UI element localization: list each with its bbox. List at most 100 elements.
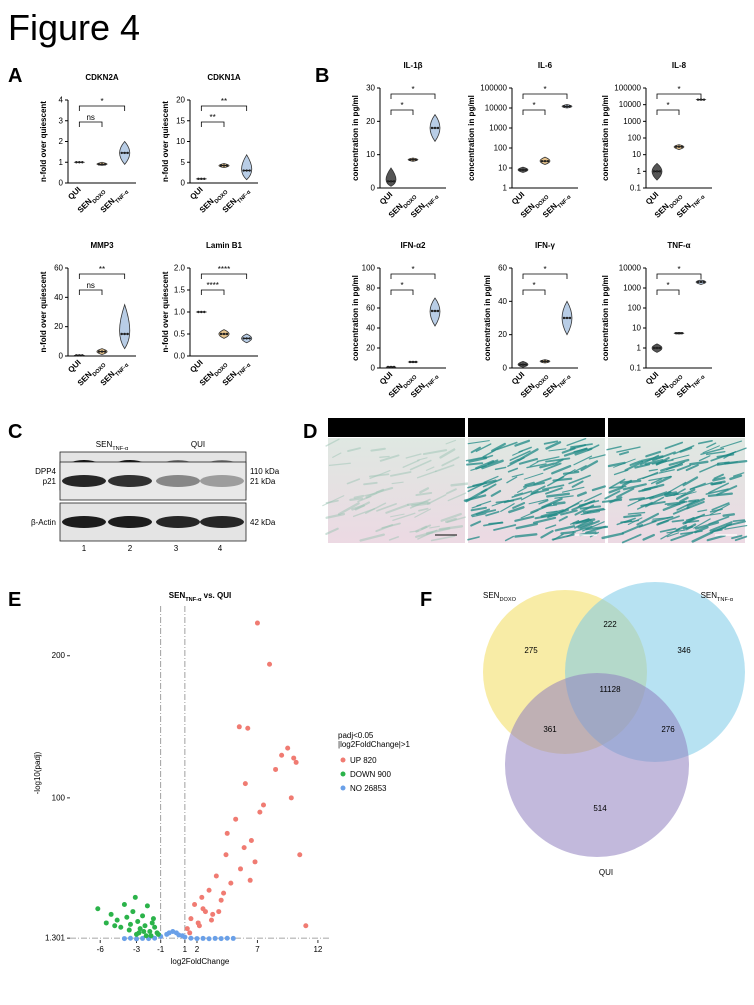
- cell: [545, 524, 557, 530]
- cell: [706, 534, 726, 542]
- significance-bracket: [200, 105, 248, 111]
- x-tick-label-part: QUI: [188, 185, 204, 201]
- data-point: [143, 933, 149, 939]
- cell: [468, 456, 488, 463]
- cell: [364, 492, 377, 497]
- data-point: [120, 332, 123, 336]
- data-point: [224, 935, 230, 941]
- cell: [529, 461, 539, 467]
- chart-title: CDKN2A: [85, 73, 119, 82]
- data-point: [658, 346, 662, 350]
- data-point: [260, 802, 266, 808]
- data-point: [245, 337, 248, 340]
- cell: [698, 455, 711, 462]
- significance-bracket: [200, 273, 248, 279]
- cell: [512, 450, 524, 456]
- cell: [713, 473, 724, 480]
- blot-band: [156, 475, 200, 487]
- data-point: [103, 350, 107, 353]
- significance-label: *: [543, 85, 546, 94]
- y-tick-label: 2.0: [174, 264, 186, 273]
- cell: [325, 512, 346, 519]
- cell: [390, 513, 405, 518]
- cell: [571, 480, 584, 488]
- cell: [322, 495, 345, 507]
- cell: [491, 442, 506, 452]
- cells: [322, 438, 469, 542]
- y-tick-label: 100: [362, 264, 376, 273]
- y-tick-label: 40: [366, 324, 375, 333]
- cell: [511, 490, 533, 498]
- cell: [613, 469, 629, 476]
- data-point: [386, 180, 390, 183]
- data-point: [655, 346, 659, 350]
- y-tick-label: 30: [366, 84, 375, 93]
- data-point: [124, 914, 130, 920]
- cell: [636, 512, 660, 526]
- cell: [445, 488, 457, 495]
- data-point: [206, 936, 212, 942]
- data-point: [192, 901, 198, 907]
- cell: [613, 458, 636, 468]
- region-count: 361: [543, 725, 557, 734]
- image-header: [468, 418, 605, 437]
- region-count: 276: [661, 725, 675, 734]
- cell: [524, 481, 535, 487]
- significance-bracket: [200, 121, 225, 127]
- significance-label: *: [666, 281, 669, 290]
- x-tick-label-part: SEN: [653, 382, 671, 400]
- chart-title-part: SEN: [169, 591, 186, 600]
- data-point: [121, 901, 127, 907]
- data-point: [408, 158, 412, 161]
- cell: [715, 526, 727, 532]
- cell: [507, 467, 519, 473]
- cell: [591, 485, 606, 492]
- violin: [385, 167, 397, 187]
- cell: [705, 450, 726, 456]
- cell: [470, 506, 487, 512]
- cell: [660, 463, 683, 472]
- cell: [685, 523, 697, 531]
- x-tick-label: QUI: [378, 190, 394, 206]
- data-point: [252, 859, 258, 865]
- cell: [699, 463, 720, 473]
- panel-label: D: [303, 421, 317, 443]
- cell: [471, 513, 487, 518]
- cell: [545, 510, 558, 514]
- data-point: [95, 906, 101, 912]
- cell: [638, 520, 657, 528]
- cell: [588, 454, 606, 460]
- cell: [668, 458, 690, 466]
- data-point: [546, 159, 550, 163]
- data-point: [134, 936, 140, 942]
- data-point: [200, 935, 206, 941]
- data-point: [248, 169, 251, 172]
- cell: [347, 447, 361, 452]
- y-tick-label: 1: [59, 158, 64, 167]
- y-axis-label: concentration in pg/ml: [467, 95, 476, 181]
- cell: [422, 449, 448, 456]
- data-point: [680, 331, 684, 335]
- data-point: [219, 164, 223, 167]
- cell: [671, 519, 685, 523]
- cell: [511, 473, 524, 478]
- y-tick-label: 0.1: [630, 184, 642, 193]
- cell: [538, 499, 549, 505]
- cell: [504, 535, 515, 542]
- cell: [708, 482, 729, 494]
- cell: [375, 524, 394, 533]
- data-point: [565, 316, 569, 320]
- image-header: [328, 418, 465, 437]
- cell: [414, 508, 431, 518]
- data-point: [699, 280, 703, 284]
- y-tick-label: 10: [632, 150, 641, 159]
- data-point: [540, 360, 544, 363]
- cell: [349, 497, 364, 502]
- image-header-label-part: QUI: [389, 426, 403, 435]
- data-point: [568, 105, 572, 108]
- data-point: [242, 781, 248, 787]
- data-point: [518, 168, 522, 172]
- cell: [514, 533, 538, 538]
- image-header: [608, 418, 745, 437]
- x-tick-label-part: TNF-α: [691, 194, 707, 210]
